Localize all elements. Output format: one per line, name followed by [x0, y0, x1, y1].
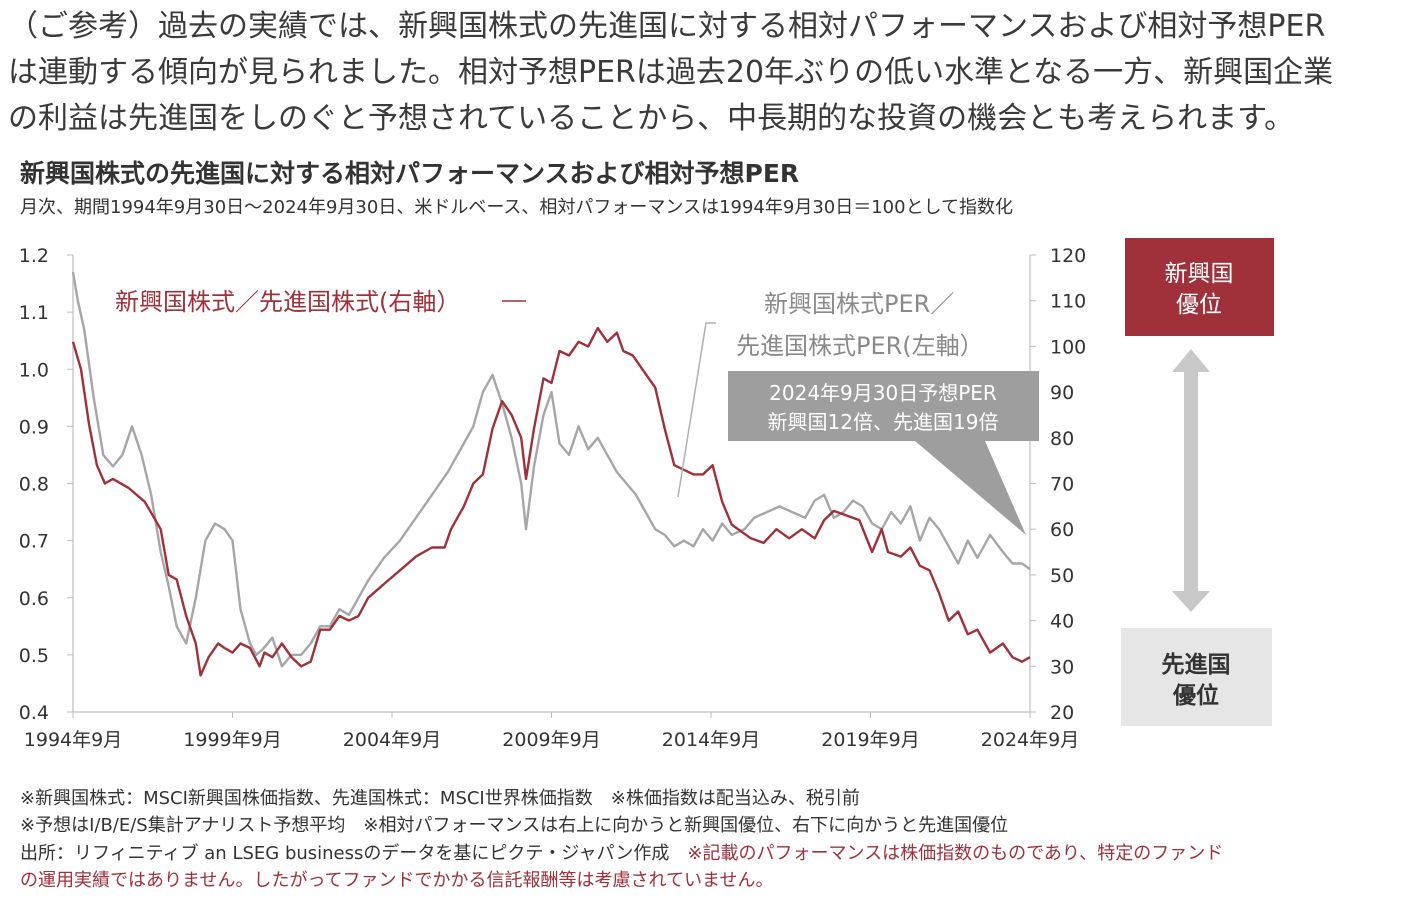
annotation-gray-leader	[677, 322, 716, 498]
em-advantage-label-1: 新興国	[1165, 261, 1234, 287]
em-advantage-label-2: 優位	[1176, 292, 1222, 318]
note-line-1: ※新興国株式：MSCI新興国株価指数、先進国株式：MSCI世界株価指数 ※株価指…	[20, 788, 860, 809]
em-advantage-box	[1125, 238, 1274, 336]
y-left-tick-label: 0.7	[19, 531, 49, 553]
series-line-per-ratio	[71, 271, 1031, 668]
dm-advantage-label-1: 先進国	[1162, 652, 1231, 678]
intro-line-1: （ご参考）過去の実績では、新興国株式の先進国に対する相対パフォーマンスおよび相対…	[8, 9, 1326, 44]
y-left-tick-label: 1.2	[19, 245, 49, 267]
double-arrow-icon	[1172, 349, 1210, 612]
note-line-2: ※予想はI/B/E/S集計アナリスト予想平均 ※相対パフォーマンスは右上に向かう…	[20, 815, 1009, 836]
y-right-tick-label: 70	[1050, 474, 1074, 496]
callout-line-1: 2024年9月30日予想PER	[769, 381, 997, 405]
note-line-3: 出所：リフィニティブ an LSEG businessのデータを基にピクテ・ジャ…	[20, 839, 1223, 865]
y-right-tick-label: 110	[1050, 291, 1086, 313]
x-tick-label: 2004年9月	[343, 729, 441, 751]
dm-advantage-box	[1121, 628, 1272, 726]
y-right-tick-label: 90	[1050, 382, 1074, 404]
annotation-red-label: 新興国株式／先進国株式(右軸）	[115, 288, 460, 316]
dm-advantage-label-2: 優位	[1172, 682, 1219, 709]
y-left-tick-label: 0.4	[19, 702, 49, 724]
y-right-tick-label: 40	[1050, 611, 1074, 633]
y-right-tick-label: 20	[1050, 702, 1074, 724]
source-text: 出所：リフィニティブ an LSEG businessのデータを基にピクテ・ジャ…	[20, 843, 670, 864]
x-tick-label: 2009年9月	[502, 729, 600, 751]
annotation-gray-label-2: 先進国株式PER(左軸）	[736, 332, 984, 360]
series-relative-performance	[71, 326, 1031, 677]
callout-box	[728, 371, 1039, 441]
x-tick-label: 1994年9月	[24, 729, 122, 751]
y-right-tick-label: 80	[1050, 428, 1074, 450]
y-left-tick-label: 0.8	[19, 474, 49, 496]
y-left-tick-label: 1.1	[19, 302, 49, 324]
y-left-tick-label: 1.0	[19, 359, 49, 381]
intro-line-3: の利益は先進国をしのぐと予想されていることから、中長期的な投資の機会とも考えられ…	[8, 101, 1295, 136]
y-right-tick-label: 100	[1050, 336, 1086, 358]
y-right-tick-label: 50	[1050, 565, 1074, 587]
y-left-tick-label: 0.5	[19, 645, 49, 667]
y-left-tick-label: 0.6	[19, 588, 49, 610]
chart: 0.4 0.5 0.6 0.7 0.8 0.9 1.0 1.1 1.2 20 30 40 50 60 70 8…	[19, 238, 1274, 751]
callout-line-2: 新興国12倍、先進国19倍	[768, 410, 999, 434]
chart-subtitle: 月次、期間1994年9月30日～2024年9月30日、米ドルベース、相対パフォー…	[20, 197, 1014, 218]
series-per-ratio	[71, 271, 1031, 668]
x-tick-label: 2014年9月	[662, 729, 760, 751]
x-tick-label: 2024年9月	[981, 729, 1079, 751]
intro-line-2: は連動する傾向が見られました。相対予想PERは過去20年ぶりの低い水準となる一方…	[8, 55, 1334, 90]
annotation-gray-label-1: 新興国株式PER／	[764, 290, 954, 318]
y-right-tick-label: 120	[1050, 245, 1086, 267]
disclaimer-text-1: ※記載のパフォーマンスは株価指数のものであり、特定のファンド	[687, 843, 1224, 864]
chart-title: 新興国株式の先進国に対する相対パフォーマンスおよび相対予想PER	[20, 159, 800, 188]
callout-pointer	[915, 441, 1026, 535]
y-left-tick-label: 0.9	[19, 416, 49, 438]
y-right-tick-label: 60	[1050, 519, 1074, 541]
x-tick-label: 1999年9月	[183, 729, 281, 751]
note-line-4: の運用実績ではありません。したがってファンドでかかる信託報酬等は考慮されていませ…	[20, 870, 774, 891]
axes: 0.4 0.5 0.6 0.7 0.8 0.9 1.0 1.1 1.2 20 30 40 50 60 70 8…	[19, 245, 1086, 751]
y-right-tick-label: 30	[1050, 656, 1074, 678]
series-line-relative-performance	[71, 326, 1031, 677]
x-tick-label: 2019年9月	[821, 729, 919, 751]
